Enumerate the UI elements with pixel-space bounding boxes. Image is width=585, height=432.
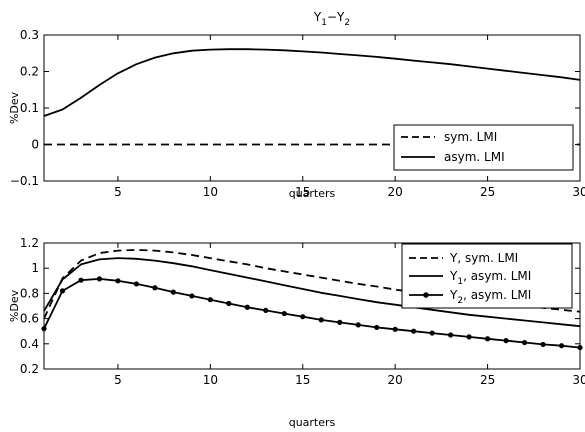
bottom-series-point-2 <box>429 330 435 336</box>
bottom-x-tick-label: 10 <box>203 373 218 387</box>
bottom-series-point-2 <box>411 328 417 334</box>
bottom-series-point-2 <box>466 334 472 340</box>
bottom-series-point-2 <box>226 300 232 307</box>
bottom-x-tick-label: 20 <box>388 373 403 387</box>
bottom-legend: Y, sym. LMI Y1, asym. LMI Y2, asym. LMI <box>401 243 573 309</box>
bottom-series-point-2 <box>300 314 306 320</box>
bottom-x-tick-label: 25 <box>480 373 495 387</box>
bottom-x-tick-label: 30 <box>572 373 585 387</box>
top-y-tick-label: 0.3 <box>20 28 39 42</box>
bottom-series-point-2 <box>337 319 343 325</box>
bottom-series-point-2 <box>484 336 491 342</box>
bottom-series-point-2 <box>59 288 66 294</box>
top-x-axis-label: quarters <box>289 187 336 200</box>
top-x-tick-label: 15 <box>295 185 310 199</box>
bottom-y-tick-label: 1 <box>31 261 39 275</box>
top-ticks: 5 10 15 20 25 30 −0.1 0 0.1 0.2 0.3 <box>10 28 585 199</box>
top-y-tick-label: −0.1 <box>10 174 39 188</box>
bottom-y-tick-label: 0.6 <box>20 312 39 326</box>
top-series-line-1 <box>43 48 581 117</box>
bottom-ticks: 5 10 15 20 25 30 0.2 0.4 0.6 0.8 1 1.2 <box>20 236 585 387</box>
bottom-series-point-2 <box>521 339 528 346</box>
bottom-series-point-2 <box>558 343 565 349</box>
top-y-tick-label: 0.2 <box>20 65 39 79</box>
bottom-series-point-2 <box>244 304 250 310</box>
top-x-tick-label: 25 <box>480 185 495 199</box>
top-y-tick-label: 0.1 <box>20 101 39 115</box>
bottom-y-tick-label: 0.4 <box>20 337 39 351</box>
bottom-series-point-2 <box>189 293 195 299</box>
bottom-series-point-2 <box>96 276 103 282</box>
bottom-x-tick-label: 15 <box>295 373 310 387</box>
top-x-tick-label: 5 <box>114 185 122 199</box>
top-y-axis-label: %Dev <box>8 91 21 124</box>
bottom-series-point-2 <box>41 326 47 332</box>
bottom-y-tick-label: 0.2 <box>20 362 39 376</box>
top-title: Y1−Y2 <box>313 10 350 28</box>
bottom-series-point-2 <box>263 307 269 314</box>
bottom-series-line-1 <box>43 257 581 328</box>
bottom-series-point-2 <box>152 285 158 291</box>
bottom-series-point-2 <box>318 317 324 323</box>
bottom-series-point-2 <box>281 310 287 317</box>
bottom-x-tick-label: 5 <box>114 373 122 387</box>
bottom-series-line-2 <box>43 277 581 349</box>
bottom-series-point-2 <box>133 281 140 287</box>
bottom-series-point-2 <box>392 326 398 332</box>
bottom-series-point-2 <box>170 289 176 295</box>
top-x-tick-label: 10 <box>203 185 218 199</box>
bottom-series-point-2 <box>207 297 213 303</box>
bottom-y-tick-label: 1.2 <box>20 236 39 250</box>
bottom-series-point-2 <box>355 322 361 328</box>
bottom-series-point-2 <box>577 344 583 351</box>
legend-label-sym-lmi: sym. LMI <box>444 130 497 144</box>
top-x-tick-label: 30 <box>572 185 585 199</box>
top-panel: Y1−Y2 5 10 15 20 25 30 −0.1 0 0.1 0.2 0.3 quarters… <box>8 10 585 200</box>
legend-label-asym-lmi: asym. LMI <box>444 150 505 164</box>
top-legend-box <box>393 124 574 171</box>
top-legend: sym. LMI asym. LMI <box>393 124 574 171</box>
bottom-series-point-2 <box>115 278 121 284</box>
bottom-panel: 5 10 15 20 25 30 0.2 0.4 0.6 0.8 1 1.2 quarters %De… <box>8 236 585 429</box>
bottom-series-point-2 <box>78 277 84 283</box>
bottom-series-point-2 <box>540 341 546 348</box>
bottom-series-point-2 <box>374 324 380 331</box>
top-y-tick-label: 0 <box>31 138 39 152</box>
bottom-series-point-2 <box>448 332 454 338</box>
bottom-series-point-2 <box>503 338 509 344</box>
bottom-y-axis-label: %Dev <box>8 289 21 322</box>
legend-label-y-sym-lmi: Y, sym. LMI <box>449 251 518 265</box>
bottom-x-axis-label: quarters <box>289 416 336 429</box>
top-x-tick-label: 20 <box>388 185 403 199</box>
bottom-y-tick-label: 0.8 <box>20 286 39 300</box>
legend-label-y2-asym-lmi: Y2, asym. LMI <box>449 288 531 306</box>
legend-marker-y2-asym-lmi <box>423 292 429 298</box>
bottom-lines <box>41 248 583 351</box>
legend-label-y1-asym-lmi: Y1, asym. LMI <box>449 269 531 287</box>
